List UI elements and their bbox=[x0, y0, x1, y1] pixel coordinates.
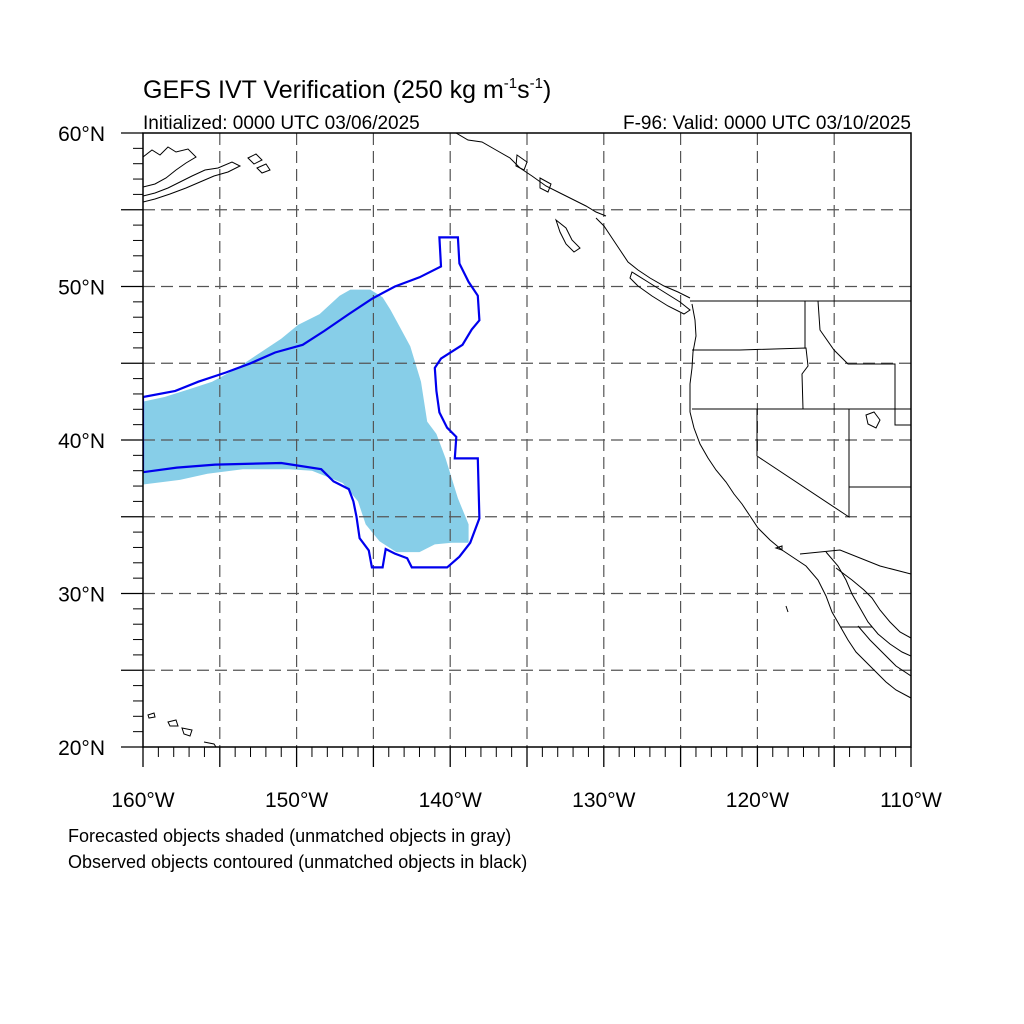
hawaii-big-island bbox=[203, 741, 217, 747]
washington-oregon-border bbox=[692, 347, 809, 410]
coastlines-and-borders bbox=[143, 133, 911, 747]
map-title: GEFS IVT Verification (250 kg m-1s-1) bbox=[143, 75, 551, 104]
observed-legend-note: Observed objects contoured (unmatched ob… bbox=[68, 852, 528, 872]
alaska-island bbox=[247, 153, 263, 165]
alaska-coast-2 bbox=[143, 161, 242, 203]
observed-ivt-contour bbox=[143, 236, 481, 569]
lon-label: 150°W bbox=[265, 789, 328, 812]
bc-coast bbox=[595, 217, 691, 299]
vancouver-island bbox=[629, 271, 691, 315]
lon-label: 130°W bbox=[572, 789, 635, 812]
hawaii-island-oahu bbox=[167, 719, 179, 727]
alaska-island-2 bbox=[256, 163, 271, 174]
bc-islands-2 bbox=[539, 177, 552, 193]
hawaii-island-kauai bbox=[147, 712, 156, 719]
lon-label: 160°W bbox=[111, 789, 174, 812]
observed-layer bbox=[143, 236, 481, 569]
lon-label: 120°W bbox=[726, 789, 789, 812]
channel-island bbox=[774, 545, 783, 551]
mexico-mainland-coast bbox=[857, 625, 911, 677]
bc-islands bbox=[515, 154, 528, 171]
axis-ticks bbox=[121, 132, 912, 767]
idaho-montana-border bbox=[817, 300, 911, 426]
haida-gwaii bbox=[554, 218, 581, 253]
alaska-coast bbox=[143, 146, 197, 188]
lat-label: 50°N bbox=[58, 277, 105, 300]
forecast-ivt-object bbox=[143, 289, 469, 553]
valid-time-label: F-96: Valid: 0000 UTC 03/10/2025 bbox=[623, 113, 911, 134]
graticule bbox=[143, 133, 911, 747]
us-west-coast bbox=[689, 303, 911, 699]
gulf-of-california-coast bbox=[835, 567, 911, 639]
great-salt-lake bbox=[865, 411, 881, 429]
guadalupe-island bbox=[785, 605, 789, 613]
lat-label: 40°N bbox=[58, 430, 105, 453]
init-time-label: Initialized: 0000 UTC 03/06/2025 bbox=[143, 113, 420, 134]
alaska-panhandle-coast bbox=[455, 133, 607, 217]
hawaii-island-maui bbox=[181, 727, 193, 737]
nevada-border bbox=[756, 409, 850, 518]
lat-label: 60°N bbox=[58, 123, 105, 146]
forecast-legend-note: Forecasted objects shaded (unmatched obj… bbox=[68, 826, 512, 846]
forecast-layer bbox=[143, 289, 469, 553]
lat-label: 20°N bbox=[58, 737, 105, 760]
lon-label: 110°W bbox=[880, 789, 942, 812]
us-mexico-border bbox=[799, 549, 911, 575]
axis-labels: 160°W 150°W 140°W 130°W 120°W 110°W 20°N 30°N 40… bbox=[58, 123, 942, 812]
lon-label: 140°W bbox=[419, 789, 482, 812]
lat-label: 30°N bbox=[58, 584, 105, 607]
baja-peninsula-east bbox=[825, 551, 911, 657]
